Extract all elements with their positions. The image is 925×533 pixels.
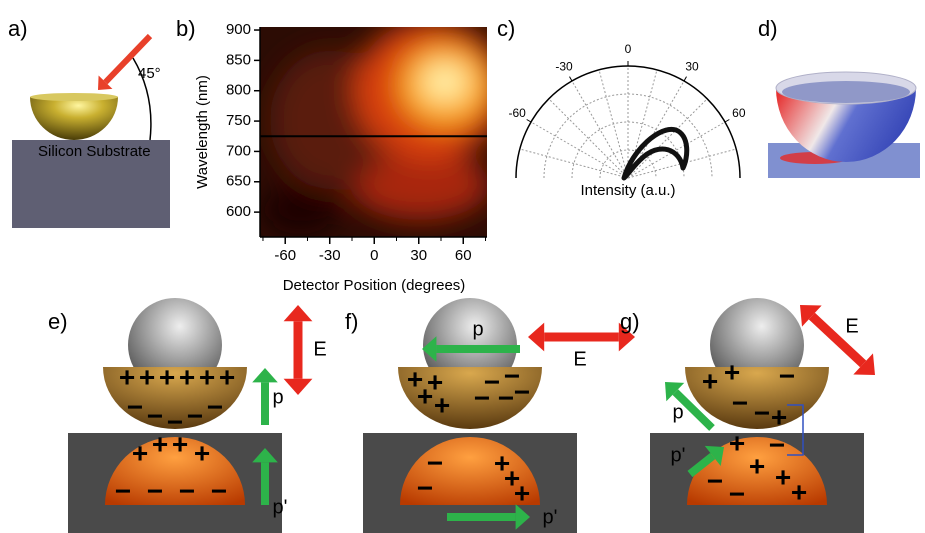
nanocup — [30, 97, 118, 140]
polar-grid — [516, 66, 740, 178]
charge-minus: − — [179, 475, 195, 506]
charge-plus: + — [152, 428, 168, 459]
polar-spoke — [531, 122, 628, 178]
nanocup-rim — [30, 93, 118, 101]
radial-axis-title: Intensity (a.u.) — [580, 182, 675, 199]
y-tick-label: 600 — [226, 203, 251, 220]
angle-tick-label: -60 — [508, 106, 526, 120]
x-axis-title: Detector Position (degrees) — [283, 277, 466, 294]
y-tick-label: 750 — [226, 112, 251, 129]
y-tick-label: 800 — [226, 82, 251, 99]
field-label: E — [845, 315, 858, 337]
x-tick-label: 0 — [370, 247, 378, 264]
panel-label: b) — [176, 16, 196, 41]
charge-plus: + — [791, 476, 807, 507]
angle-tick-label: -30 — [555, 59, 573, 73]
charge-minus: − — [147, 475, 163, 506]
field-arrow-head — [284, 305, 313, 321]
angle-tick-label: 30 — [685, 59, 699, 73]
charge-minus: − — [147, 400, 163, 431]
y-tick-label: 850 — [226, 51, 251, 68]
dipole-label: p — [472, 318, 483, 340]
charge-plus: + — [159, 361, 175, 392]
charge-minus: − — [732, 387, 748, 418]
panel-label: a) — [8, 16, 28, 41]
field-cup-inner — [782, 81, 910, 103]
substrate-label: Silicon Substrate — [38, 143, 151, 160]
charge-plus: + — [199, 361, 215, 392]
polar-spoke — [628, 99, 707, 178]
field-label: E — [313, 338, 326, 360]
field-arrow-head — [528, 323, 544, 352]
panel-label: f) — [345, 309, 358, 334]
charge-minus: − — [754, 397, 770, 428]
angle-tick — [527, 120, 531, 123]
charge-minus: − — [498, 382, 514, 413]
polar-spoke — [572, 81, 628, 178]
charge-plus: + — [132, 437, 148, 468]
dipole-label: p — [672, 401, 683, 423]
charge-plus: + — [179, 361, 195, 392]
polar-spoke — [549, 99, 628, 178]
charge-plus: + — [729, 427, 745, 458]
x-tick-label: -30 — [319, 247, 341, 264]
charge-plus: + — [194, 437, 210, 468]
dipole-label: p — [272, 386, 283, 408]
heatmap — [260, 20, 505, 237]
charge-plus: + — [219, 361, 235, 392]
y-axis-title: Wavelength (nm) — [194, 75, 211, 189]
charge-minus: − — [115, 475, 131, 506]
y-tick-label: 650 — [226, 173, 251, 190]
image-dipole-label: p' — [671, 444, 686, 466]
charge-plus: + — [771, 401, 787, 432]
x-tick-label: 60 — [455, 247, 472, 264]
field-arrow-head — [284, 379, 313, 395]
panel-label: g) — [620, 309, 640, 334]
charge-plus: + — [775, 461, 791, 492]
charge-minus: − — [187, 400, 203, 431]
x-tick-label: 30 — [410, 247, 427, 264]
charge-minus: − — [127, 391, 143, 422]
charge-minus: − — [417, 472, 433, 503]
angle-tick — [570, 77, 573, 81]
angle-tick — [725, 120, 729, 123]
charge-minus: − — [729, 478, 745, 509]
charge-plus: + — [139, 361, 155, 392]
x-tick-label: -60 — [274, 247, 296, 264]
charge-plus: + — [702, 365, 718, 396]
charge-minus: − — [211, 475, 227, 506]
charge-plus: + — [724, 356, 740, 387]
panel-label: d) — [758, 16, 778, 41]
figure: a)45°Silicon Substrateb)6006507007508008… — [0, 0, 925, 533]
image-dipole-label: p' — [273, 496, 288, 518]
charge-minus: − — [474, 382, 490, 413]
charge-minus: − — [167, 406, 183, 437]
charge-plus: + — [119, 361, 135, 392]
charge-minus: − — [207, 391, 223, 422]
charge-minus: − — [779, 360, 795, 391]
field-label: E — [573, 348, 586, 370]
charge-minus: − — [707, 465, 723, 496]
charge-minus: − — [769, 429, 785, 460]
angle-tick-label: 0 — [625, 42, 632, 56]
y-tick-label: 700 — [226, 142, 251, 159]
charge-plus: + — [417, 380, 433, 411]
angle-tick-label: 60 — [732, 106, 746, 120]
angle-label: 45° — [138, 65, 161, 82]
dipole-arrow-head — [252, 368, 278, 382]
y-tick-label: 900 — [226, 21, 251, 38]
charge-plus: + — [749, 450, 765, 481]
panel-label: e) — [48, 309, 68, 334]
image-dipole-label: p' — [543, 506, 558, 528]
charge-plus: + — [434, 389, 450, 420]
angle-tick — [684, 77, 687, 81]
polar-spoke — [520, 149, 628, 178]
charge-plus: + — [514, 477, 530, 508]
panel-label: c) — [497, 16, 515, 41]
charge-minus: − — [514, 376, 530, 407]
